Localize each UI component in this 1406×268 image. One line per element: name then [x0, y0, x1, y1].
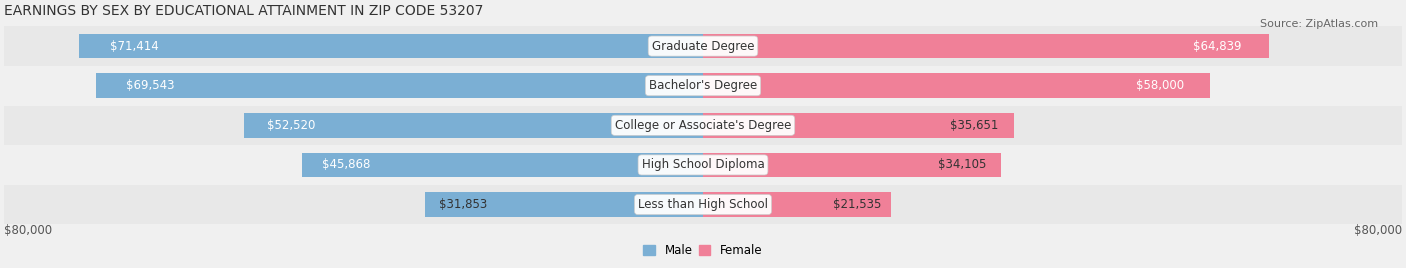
Text: $31,853: $31,853 — [439, 198, 486, 211]
Bar — [703, 34, 1270, 58]
Text: $35,651: $35,651 — [950, 119, 998, 132]
Text: $80,000: $80,000 — [4, 224, 52, 237]
Bar — [4, 185, 1402, 224]
Text: High School Diploma: High School Diploma — [641, 158, 765, 172]
Text: $45,868: $45,868 — [322, 158, 371, 172]
Bar — [703, 113, 1014, 137]
Text: $34,105: $34,105 — [938, 158, 986, 172]
Text: Source: ZipAtlas.com: Source: ZipAtlas.com — [1260, 19, 1378, 29]
Text: $58,000: $58,000 — [1136, 79, 1184, 92]
Text: Bachelor's Degree: Bachelor's Degree — [650, 79, 756, 92]
Bar — [4, 26, 1402, 66]
Bar — [703, 153, 1001, 177]
Bar — [425, 192, 703, 217]
Text: EARNINGS BY SEX BY EDUCATIONAL ATTAINMENT IN ZIP CODE 53207: EARNINGS BY SEX BY EDUCATIONAL ATTAINMEN… — [4, 4, 484, 18]
Text: Graduate Degree: Graduate Degree — [652, 40, 754, 53]
Text: $64,839: $64,839 — [1192, 40, 1241, 53]
Legend: Male, Female: Male, Female — [638, 240, 768, 262]
Text: Less than High School: Less than High School — [638, 198, 768, 211]
Bar — [703, 73, 1209, 98]
Text: $52,520: $52,520 — [267, 119, 315, 132]
Bar — [4, 145, 1402, 185]
Text: $71,414: $71,414 — [110, 40, 159, 53]
Text: $21,535: $21,535 — [834, 198, 882, 211]
Text: $80,000: $80,000 — [1354, 224, 1402, 237]
Bar — [302, 153, 703, 177]
Bar — [79, 34, 703, 58]
Bar — [96, 73, 703, 98]
Text: $69,543: $69,543 — [127, 79, 174, 92]
Text: College or Associate's Degree: College or Associate's Degree — [614, 119, 792, 132]
Bar — [4, 106, 1402, 145]
Bar — [703, 192, 891, 217]
Bar — [245, 113, 703, 137]
Bar — [4, 66, 1402, 106]
